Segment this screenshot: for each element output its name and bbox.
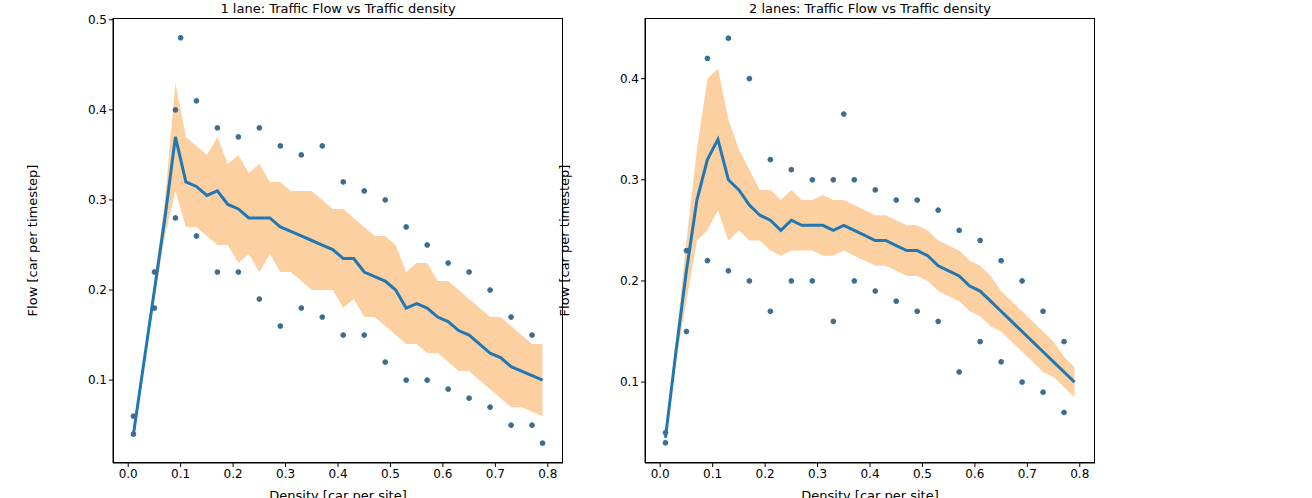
svg-text:Density [car per site]: Density [car per site] xyxy=(801,488,939,498)
svg-text:0.7: 0.7 xyxy=(486,467,505,481)
svg-text:0.2: 0.2 xyxy=(620,274,639,288)
svg-text:0.1: 0.1 xyxy=(171,467,190,481)
svg-text:0.5: 0.5 xyxy=(88,13,107,27)
svg-text:0.2: 0.2 xyxy=(224,467,243,481)
svg-text:0.4: 0.4 xyxy=(620,72,639,86)
html-text:1 lane: Traffic Flow vs Traffi: 1 lane: Traffic Flow vs Traffic density xyxy=(220,1,456,16)
svg-text:0.0: 0.0 xyxy=(119,467,138,481)
svg-text:Flow [car per timestep]: Flow [car per timestep] xyxy=(557,165,572,317)
svg-text:0.6: 0.6 xyxy=(433,467,452,481)
svg-text:0.4: 0.4 xyxy=(328,467,347,481)
svg-text:0.5: 0.5 xyxy=(381,467,400,481)
svg-text:0.3: 0.3 xyxy=(276,467,295,481)
svg-text:0.4: 0.4 xyxy=(860,467,879,481)
svg-text:0.1: 0.1 xyxy=(703,467,722,481)
svg-text:0.2: 0.2 xyxy=(88,283,107,297)
svg-text:0.2: 0.2 xyxy=(756,467,775,481)
svg-text:Flow [car per timestep]: Flow [car per timestep] xyxy=(25,165,40,317)
svg-text:Density [car per site]: Density [car per site] xyxy=(269,488,407,498)
html-text:2 lanes: Traffic Flow vs Traff: 2 lanes: Traffic Flow vs Traffic density xyxy=(749,1,991,16)
svg-text:0.1: 0.1 xyxy=(620,375,639,389)
svg-text:0.6: 0.6 xyxy=(965,467,984,481)
svg-text:0.3: 0.3 xyxy=(88,193,107,207)
svg-text:0.3: 0.3 xyxy=(620,173,639,187)
svg-text:0.8: 0.8 xyxy=(1070,467,1089,481)
svg-text:0.0: 0.0 xyxy=(651,467,670,481)
svg-text:0.8: 0.8 xyxy=(538,467,557,481)
svg-text:0.7: 0.7 xyxy=(1018,467,1037,481)
svg-text:0.5: 0.5 xyxy=(913,467,932,481)
svg-text:0.4: 0.4 xyxy=(88,103,107,117)
svg-text:0.1: 0.1 xyxy=(88,373,107,387)
svg-text:0.3: 0.3 xyxy=(808,467,827,481)
